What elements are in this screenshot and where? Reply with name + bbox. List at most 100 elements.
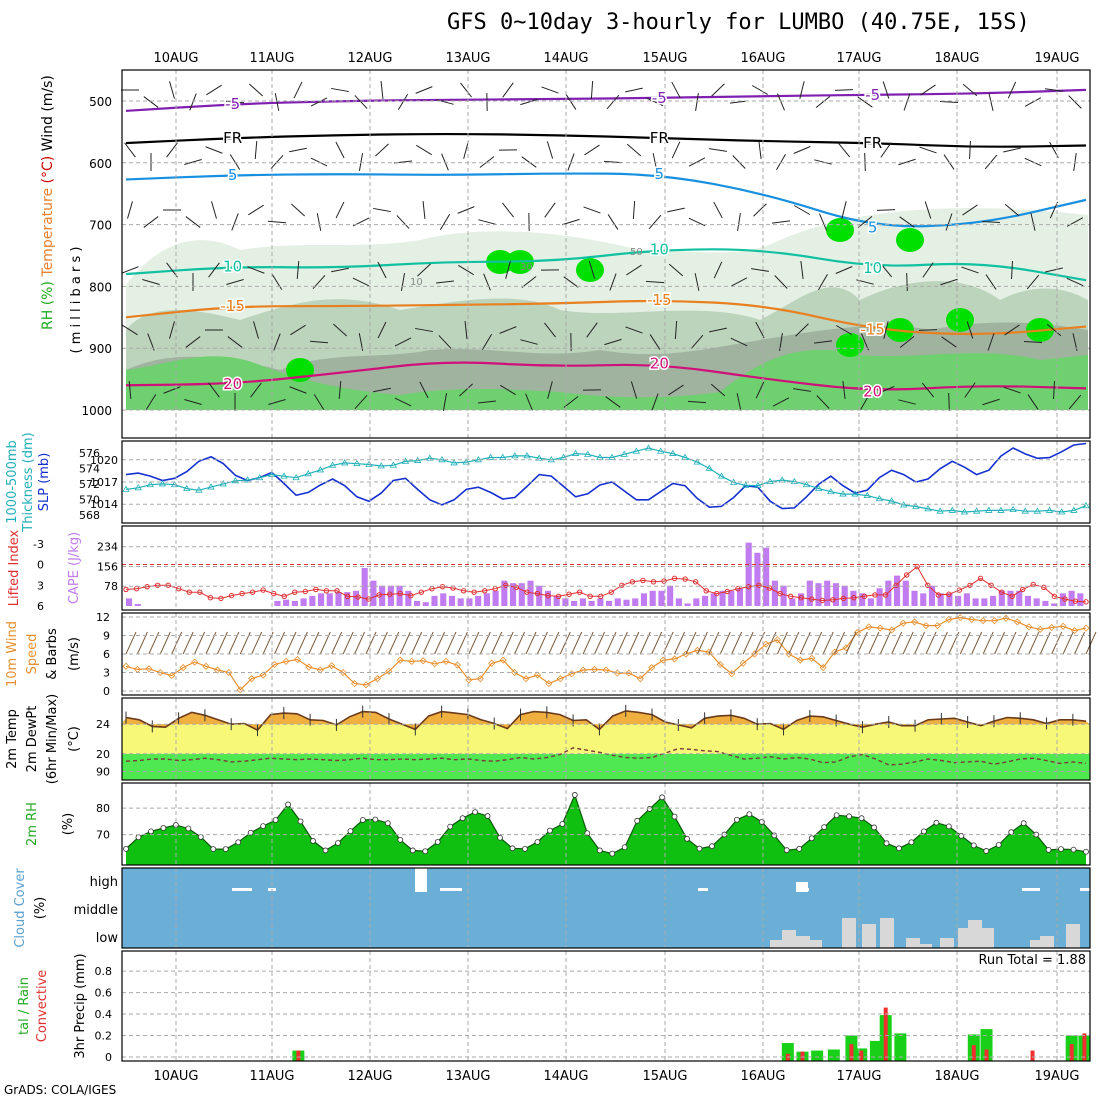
cape-bar xyxy=(981,598,988,606)
lifted-index-marker xyxy=(292,589,298,595)
rh-contour-label: 30 xyxy=(520,262,533,273)
date-label-bottom: 17AUG xyxy=(836,1069,881,1084)
thickness-marker xyxy=(377,462,385,469)
wind-speed-marker xyxy=(156,668,164,677)
isotherm-line xyxy=(125,248,1087,282)
date-label-top: 12AUG xyxy=(347,51,392,66)
wind-barb xyxy=(882,81,890,99)
panel-axis-label: Lifted Index xyxy=(7,529,22,606)
wind-barb xyxy=(400,273,406,291)
wind-barb xyxy=(1049,201,1059,219)
lifted-index-marker xyxy=(619,582,625,588)
rh2m-marker xyxy=(908,839,915,846)
rh2m-marker xyxy=(945,823,952,830)
wind-barb xyxy=(567,153,575,171)
wind-speed-marker xyxy=(351,680,359,688)
wind-speed-marker xyxy=(682,650,690,658)
wind-barb xyxy=(604,338,622,346)
thickness-marker xyxy=(219,480,227,487)
precip-total-bar xyxy=(827,1049,840,1061)
wind-barb xyxy=(481,334,493,350)
panel-frame xyxy=(121,69,1091,439)
wind-speed-marker xyxy=(202,662,210,670)
wind-barb xyxy=(521,276,537,288)
wind-barb xyxy=(189,93,197,111)
wind-barb xyxy=(687,400,707,404)
rh2m-marker xyxy=(497,834,503,841)
rh2m-marker xyxy=(160,825,167,831)
thickness-marker xyxy=(426,454,434,461)
lifted-index-marker xyxy=(503,582,509,588)
panel-frame xyxy=(121,950,1091,1062)
wind-speed-line xyxy=(125,616,1087,691)
wind-speed-marker xyxy=(533,671,541,679)
wind-barb xyxy=(906,272,908,292)
wind-barb xyxy=(969,140,971,160)
wind-barb xyxy=(1003,147,1021,153)
wind-barb xyxy=(375,143,389,157)
panel-axis-label: 1000-500mb xyxy=(5,440,20,524)
wind-barb xyxy=(1004,203,1020,217)
wind-barb xyxy=(948,392,950,412)
wind-barb xyxy=(668,263,684,277)
wind-barb xyxy=(499,326,517,334)
wind-barb xyxy=(921,382,935,398)
rh2m-marker xyxy=(758,818,765,825)
wind-barb xyxy=(316,213,322,231)
thickness-marker xyxy=(1045,506,1054,513)
cape-bar xyxy=(963,593,970,606)
wind-speed-marker xyxy=(522,675,530,683)
wind-speed-marker xyxy=(899,619,907,627)
cloud-row-label: middle xyxy=(74,903,118,918)
high-cloud-mark xyxy=(232,888,252,891)
wind-barb xyxy=(166,142,178,158)
low-cloud-mark xyxy=(770,940,784,948)
wind-barb xyxy=(648,214,662,230)
wind-barb xyxy=(1045,88,1063,92)
wind-barb xyxy=(671,141,681,159)
thickness-marker xyxy=(632,447,641,454)
cape-bar xyxy=(920,593,927,606)
wind-barb-10m xyxy=(274,631,286,655)
wind-speed-marker xyxy=(282,657,290,665)
precip-convective-bar xyxy=(971,1045,976,1061)
rh2m-marker xyxy=(222,846,229,853)
cape-bar xyxy=(1077,593,1084,606)
wind-barb xyxy=(864,152,866,172)
thickness-marker xyxy=(620,450,628,457)
wind-barb xyxy=(857,215,873,229)
rh2m-marker xyxy=(646,806,653,812)
rh2m-marker xyxy=(148,828,154,835)
wind-barb xyxy=(417,263,431,277)
rh2m-marker xyxy=(1070,846,1077,853)
wind-barb xyxy=(422,200,426,220)
cape-bar xyxy=(318,593,325,606)
wind-barb xyxy=(755,321,765,339)
wind-barb xyxy=(625,87,643,93)
rh2m-marker xyxy=(434,839,441,845)
wind-barb xyxy=(688,217,706,227)
wind-barb-10m xyxy=(342,631,354,655)
wind-speed-marker xyxy=(785,650,793,658)
axis-label-part: Temperature xyxy=(40,183,56,277)
wind-speed-marker xyxy=(648,664,656,672)
wind-barb xyxy=(772,397,790,407)
wind-barb xyxy=(457,206,475,214)
y-tick-label: 0.6 xyxy=(95,987,113,1000)
rh2m-marker xyxy=(297,818,304,825)
rh2m-marker xyxy=(422,848,429,855)
rh2m-marker xyxy=(322,847,329,854)
wind-speed-marker xyxy=(1059,622,1067,630)
wind-speed-marker xyxy=(122,662,130,670)
cape-bar xyxy=(370,580,377,606)
wind-barb xyxy=(358,153,364,171)
cape-bar xyxy=(841,585,848,606)
wind-barb xyxy=(857,96,873,108)
rh2m-marker xyxy=(933,819,940,826)
wind-barb xyxy=(753,203,767,217)
cape-bar xyxy=(824,580,831,606)
rh2m-marker xyxy=(621,844,628,851)
cape-bar xyxy=(675,598,682,606)
lifted-index-marker xyxy=(207,595,214,601)
wind-barb xyxy=(439,214,451,230)
